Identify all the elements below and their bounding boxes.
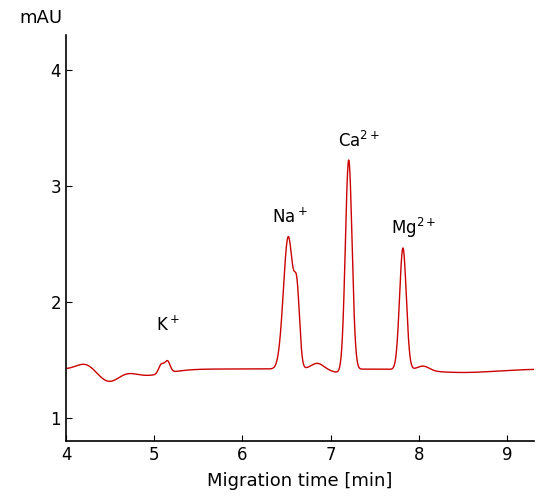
Text: K$^+$: K$^+$ [156,315,180,334]
Text: mAU: mAU [19,9,62,27]
Text: Ca$^{2+}$: Ca$^{2+}$ [338,131,380,151]
X-axis label: Migration time [min]: Migration time [min] [207,472,393,490]
Text: Mg$^{2+}$: Mg$^{2+}$ [390,216,436,240]
Text: Na$^+$: Na$^+$ [272,207,307,226]
